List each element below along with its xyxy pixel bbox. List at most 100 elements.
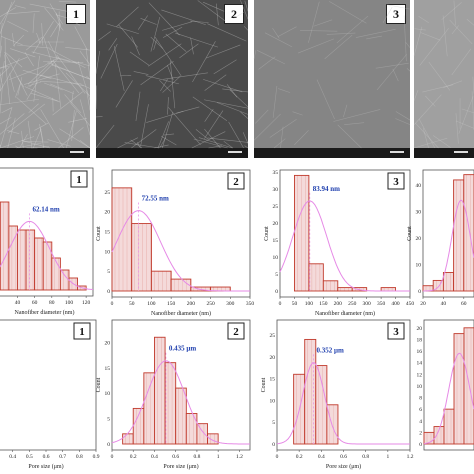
y-tick-label: 4 xyxy=(419,419,422,425)
x-tick-label: 0.9 xyxy=(93,454,100,460)
y-tick-label: 2 xyxy=(419,430,422,436)
y-tick-label: 15 xyxy=(105,366,111,372)
histogram-bar xyxy=(453,179,465,292)
histogram-bar xyxy=(308,263,324,292)
histogram-5: 1 0.4 0.5 0.6 0.7 0.8 0.9 Pore size (μm) xyxy=(0,319,100,470)
histogram-7: 0.352 μm 3 0 0.2 0.4 0.6 0.8 1 1.2 0 5 10 15 20 25 Pore… xyxy=(261,319,414,470)
panel-label-box xyxy=(387,322,405,340)
x-tick-label: 200 xyxy=(187,301,196,307)
y-tick-label: 20 xyxy=(273,221,279,227)
y-tick-label: 15 xyxy=(105,230,111,236)
x-tick-label: 20 xyxy=(420,301,426,307)
histogram-1: 62.14 nm 1 40 60 80 100 120 Nanofiber diameter … xyxy=(0,167,94,316)
x-tick-label: 300 xyxy=(226,301,235,307)
x-tick-label: 100 xyxy=(305,301,314,307)
x-tick-label: 0 xyxy=(276,454,279,460)
x-tick-label: 150 xyxy=(167,301,176,307)
y-tick-label: 0 xyxy=(107,442,110,448)
y-tick-label: 0 xyxy=(419,442,422,448)
sem-image-3: 3 xyxy=(254,0,410,158)
x-tick-label: 250 xyxy=(348,301,357,307)
histogram-bar xyxy=(122,433,134,445)
panel-label: 1 xyxy=(66,4,86,24)
fit-curve xyxy=(423,352,474,445)
x-tick-label: 250 xyxy=(206,301,215,307)
y-tick-label: 0 xyxy=(272,442,275,448)
histogram-bar xyxy=(51,257,61,291)
histogram-bar xyxy=(170,278,192,292)
histogram-bar xyxy=(380,287,397,292)
x-tick-label: 0.6 xyxy=(340,454,347,460)
panel-label-box xyxy=(227,172,245,190)
panel-label: 2 xyxy=(224,4,244,24)
x-axis-label: Nanofiber diameter (nm) xyxy=(15,309,75,316)
histogram-bar xyxy=(17,229,27,291)
plot-frame xyxy=(0,319,97,451)
x-tick-label: 200 xyxy=(334,301,343,307)
sem-image-2: 2 xyxy=(96,0,248,158)
y-tick-label: 25 xyxy=(105,190,111,196)
x-tick-label: 1 xyxy=(386,454,389,460)
x-tick-label: 0.4 xyxy=(318,454,325,460)
sem-image-4 xyxy=(414,0,474,158)
histogram-4: 20 40 60 0 10 20 30 40 Count xyxy=(407,169,474,307)
x-axis-label: Nanofiber diameter (nm) xyxy=(151,310,211,317)
y-tick-label: 10 xyxy=(105,249,111,255)
mean-annotation: 0.435 μm xyxy=(169,345,196,353)
fit-curve xyxy=(0,220,94,290)
panel-label-box xyxy=(387,172,405,190)
x-tick-label: 40 xyxy=(15,300,21,306)
y-tick-label: 14 xyxy=(417,361,423,367)
y-tick-label: 10 xyxy=(417,384,423,390)
histogram-bar xyxy=(185,413,198,445)
y-tick-label: 8 xyxy=(419,396,422,402)
y-axis-label: Count xyxy=(264,226,270,241)
y-tick-label: 0 xyxy=(275,289,278,295)
x-tick-label: 80 xyxy=(49,300,55,306)
x-tick-label: 50 xyxy=(292,301,298,307)
x-axis-label: Pore size (μm) xyxy=(326,463,361,470)
y-tick-label: 15 xyxy=(270,377,276,383)
x-tick-label: 0.6 xyxy=(43,454,50,460)
y-tick-label: 25 xyxy=(270,333,276,339)
x-tick-label: 400 xyxy=(391,301,400,307)
y-tick-label: 5 xyxy=(272,420,275,426)
panel-label-box xyxy=(70,170,88,188)
panel-label: 3 xyxy=(393,326,399,338)
histogram-bar xyxy=(175,387,187,445)
histogram-bar xyxy=(154,336,166,445)
x-tick-label: 60 xyxy=(461,301,467,307)
y-tick-label: 6 xyxy=(419,407,422,413)
x-tick-label: 1.2 xyxy=(236,454,243,460)
fit-curve xyxy=(111,210,250,292)
histogram-bar xyxy=(59,269,70,291)
x-tick-label: 0.7 xyxy=(59,454,66,460)
histogram-bar xyxy=(443,408,455,445)
x-axis-label: Pore size (μm) xyxy=(28,463,63,470)
y-tick-label: 5 xyxy=(107,269,110,275)
histogram-bar xyxy=(0,201,10,291)
panel-label: 3 xyxy=(386,4,406,24)
histogram-bar xyxy=(207,433,219,445)
x-tick-label: 0 xyxy=(111,454,114,460)
y-tick-label: 35 xyxy=(273,170,279,176)
mean-annotation: 83.94 nm xyxy=(313,185,340,193)
y-axis-label: Count xyxy=(261,377,267,392)
mean-annotation: 0.352 μm xyxy=(317,346,344,354)
y-tick-label: 40 xyxy=(416,183,422,189)
y-tick-label: 10 xyxy=(416,263,422,269)
fit-curve xyxy=(276,362,410,445)
panel-label: 2 xyxy=(233,326,239,338)
sem-info-bar xyxy=(414,148,474,158)
y-axis-label: Count xyxy=(96,226,102,241)
histogram-bar xyxy=(453,333,465,445)
x-tick-label: 0.6 xyxy=(172,454,179,460)
x-tick-label: 0.5 xyxy=(26,454,33,460)
sem-info-bar xyxy=(254,148,410,158)
x-tick-label: 60 xyxy=(32,300,38,306)
x-tick-label: 0.4 xyxy=(151,454,158,460)
